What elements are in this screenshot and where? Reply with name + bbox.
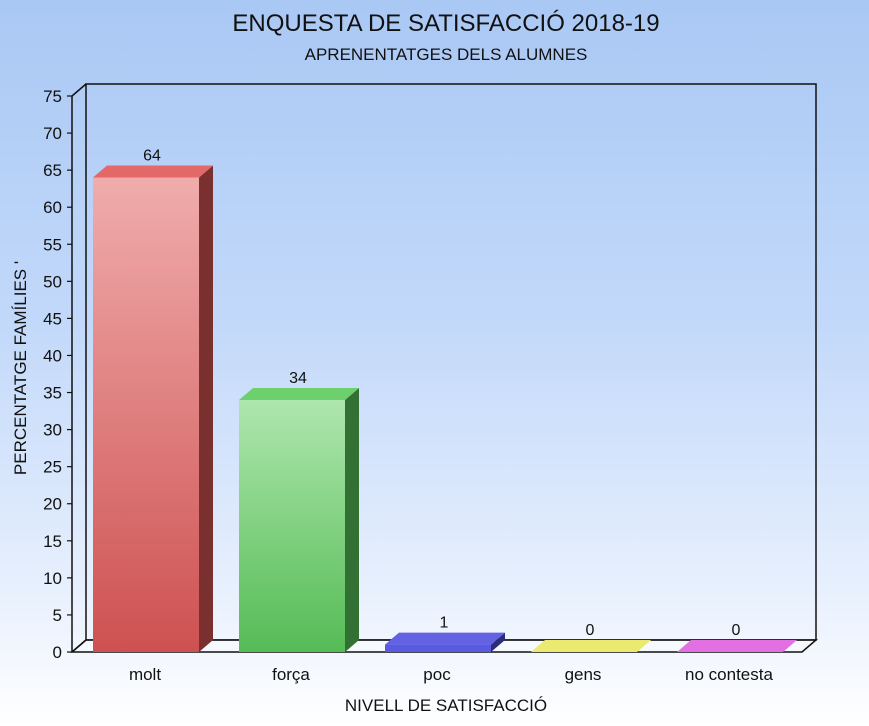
bar-value-label: 1 xyxy=(440,615,449,632)
bar-front xyxy=(93,177,199,652)
bar-gens: 0 xyxy=(531,622,651,652)
bar-top xyxy=(93,165,213,178)
y-tick-label: 35 xyxy=(43,384,62,403)
y-tick-label: 30 xyxy=(43,421,62,440)
bar-front xyxy=(385,644,491,652)
y-tick-label: 70 xyxy=(43,124,62,143)
x-tick-label: força xyxy=(272,665,310,684)
y-tick-label: 15 xyxy=(43,532,62,551)
bar-top xyxy=(677,640,797,652)
bar-value-label: 0 xyxy=(586,622,595,639)
x-tick-label: gens xyxy=(565,665,602,684)
bar-side xyxy=(491,632,505,652)
bar-side xyxy=(345,387,359,652)
bar-poc: 1 xyxy=(385,615,505,652)
bar-value-label: 34 xyxy=(289,370,307,387)
y-tick-label: 20 xyxy=(43,495,62,514)
x-tick-label: no contesta xyxy=(685,665,773,684)
x-tick-label: poc xyxy=(423,665,451,684)
y-tick-label: 60 xyxy=(43,198,62,217)
y-axis-ticks: 0 5 10 15 20 25 30 35 40 45 50 55 60 65 70 75 xyxy=(43,87,72,662)
y-tick-label: 0 xyxy=(53,643,62,662)
bar-value-label: 0 xyxy=(732,622,741,639)
bar-no-contesta: 0 xyxy=(677,622,797,652)
y-tick-label: 55 xyxy=(43,235,62,254)
bar-top xyxy=(531,640,651,652)
y-tick-label: 45 xyxy=(43,309,62,328)
y-tick-label: 65 xyxy=(43,161,62,180)
bar-top xyxy=(239,387,359,400)
y-tick-label: 25 xyxy=(43,458,62,477)
y-tick-label: 75 xyxy=(43,87,62,106)
y-tick-label: 5 xyxy=(53,606,62,625)
bar-molt: 64 xyxy=(93,148,213,652)
bar-top xyxy=(385,632,505,645)
bar-força: 34 xyxy=(239,370,359,652)
y-tick-label: 50 xyxy=(43,272,62,291)
x-axis-ticks: molt força poc gens no contesta xyxy=(129,665,774,684)
x-tick-label: molt xyxy=(129,665,161,684)
y-tick-label: 40 xyxy=(43,346,62,365)
bar-value-label: 64 xyxy=(143,148,161,165)
x-axis-label: NIVELL DE SATISFACCIÓ xyxy=(345,696,547,715)
y-tick-label: 10 xyxy=(43,569,62,588)
bars: 64 34 1 0 0 xyxy=(93,148,797,652)
chart-subtitle: APRENENTATGES DELS ALUMNES xyxy=(305,45,588,64)
bar-front xyxy=(239,399,345,652)
bar-side xyxy=(199,165,213,652)
y-axis-label: PERCENTATGE FAMÍLIES ' xyxy=(11,261,30,475)
chart-title: ENQUESTA DE SATISFACCIÓ 2018-19 xyxy=(232,10,659,37)
